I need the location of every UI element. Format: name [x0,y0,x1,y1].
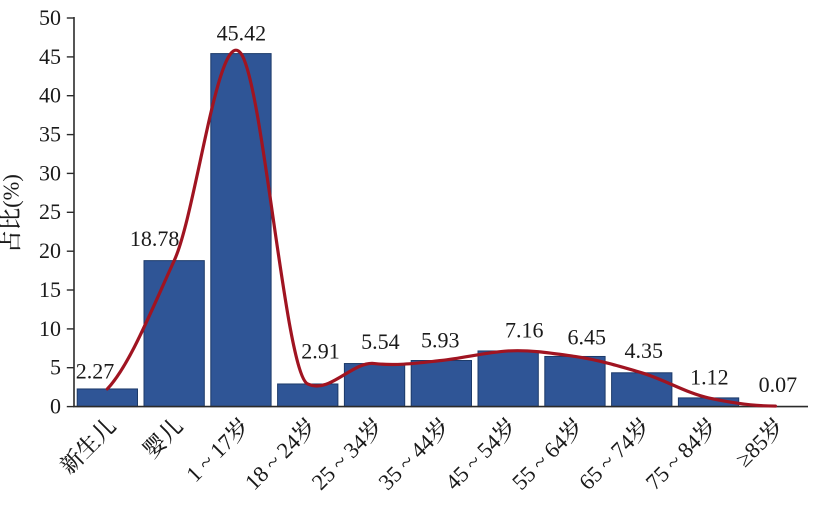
svg-text:5: 5 [50,355,61,380]
svg-text:15: 15 [39,277,61,302]
svg-text:5.93: 5.93 [421,327,460,352]
svg-text:35: 35 [39,122,61,147]
svg-text:40: 40 [39,83,61,108]
svg-text:7.16: 7.16 [505,317,544,342]
svg-text:2.91: 2.91 [301,339,340,364]
svg-text:20: 20 [39,238,61,263]
svg-text:18.78: 18.78 [130,226,180,251]
svg-text:1.12: 1.12 [690,365,729,390]
svg-text:10: 10 [39,316,61,341]
svg-text:45: 45 [39,44,61,69]
svg-text:2.27: 2.27 [76,359,115,384]
svg-text:0.07: 0.07 [759,372,798,397]
svg-text:45.42: 45.42 [217,21,267,46]
svg-text:25: 25 [39,199,61,224]
svg-text:4.35: 4.35 [625,338,664,363]
svg-text:50: 50 [39,5,61,30]
svg-text:0: 0 [50,394,61,419]
svg-text:5.54: 5.54 [361,329,400,354]
svg-text:30: 30 [39,160,61,185]
svg-text:6.45: 6.45 [568,325,607,350]
